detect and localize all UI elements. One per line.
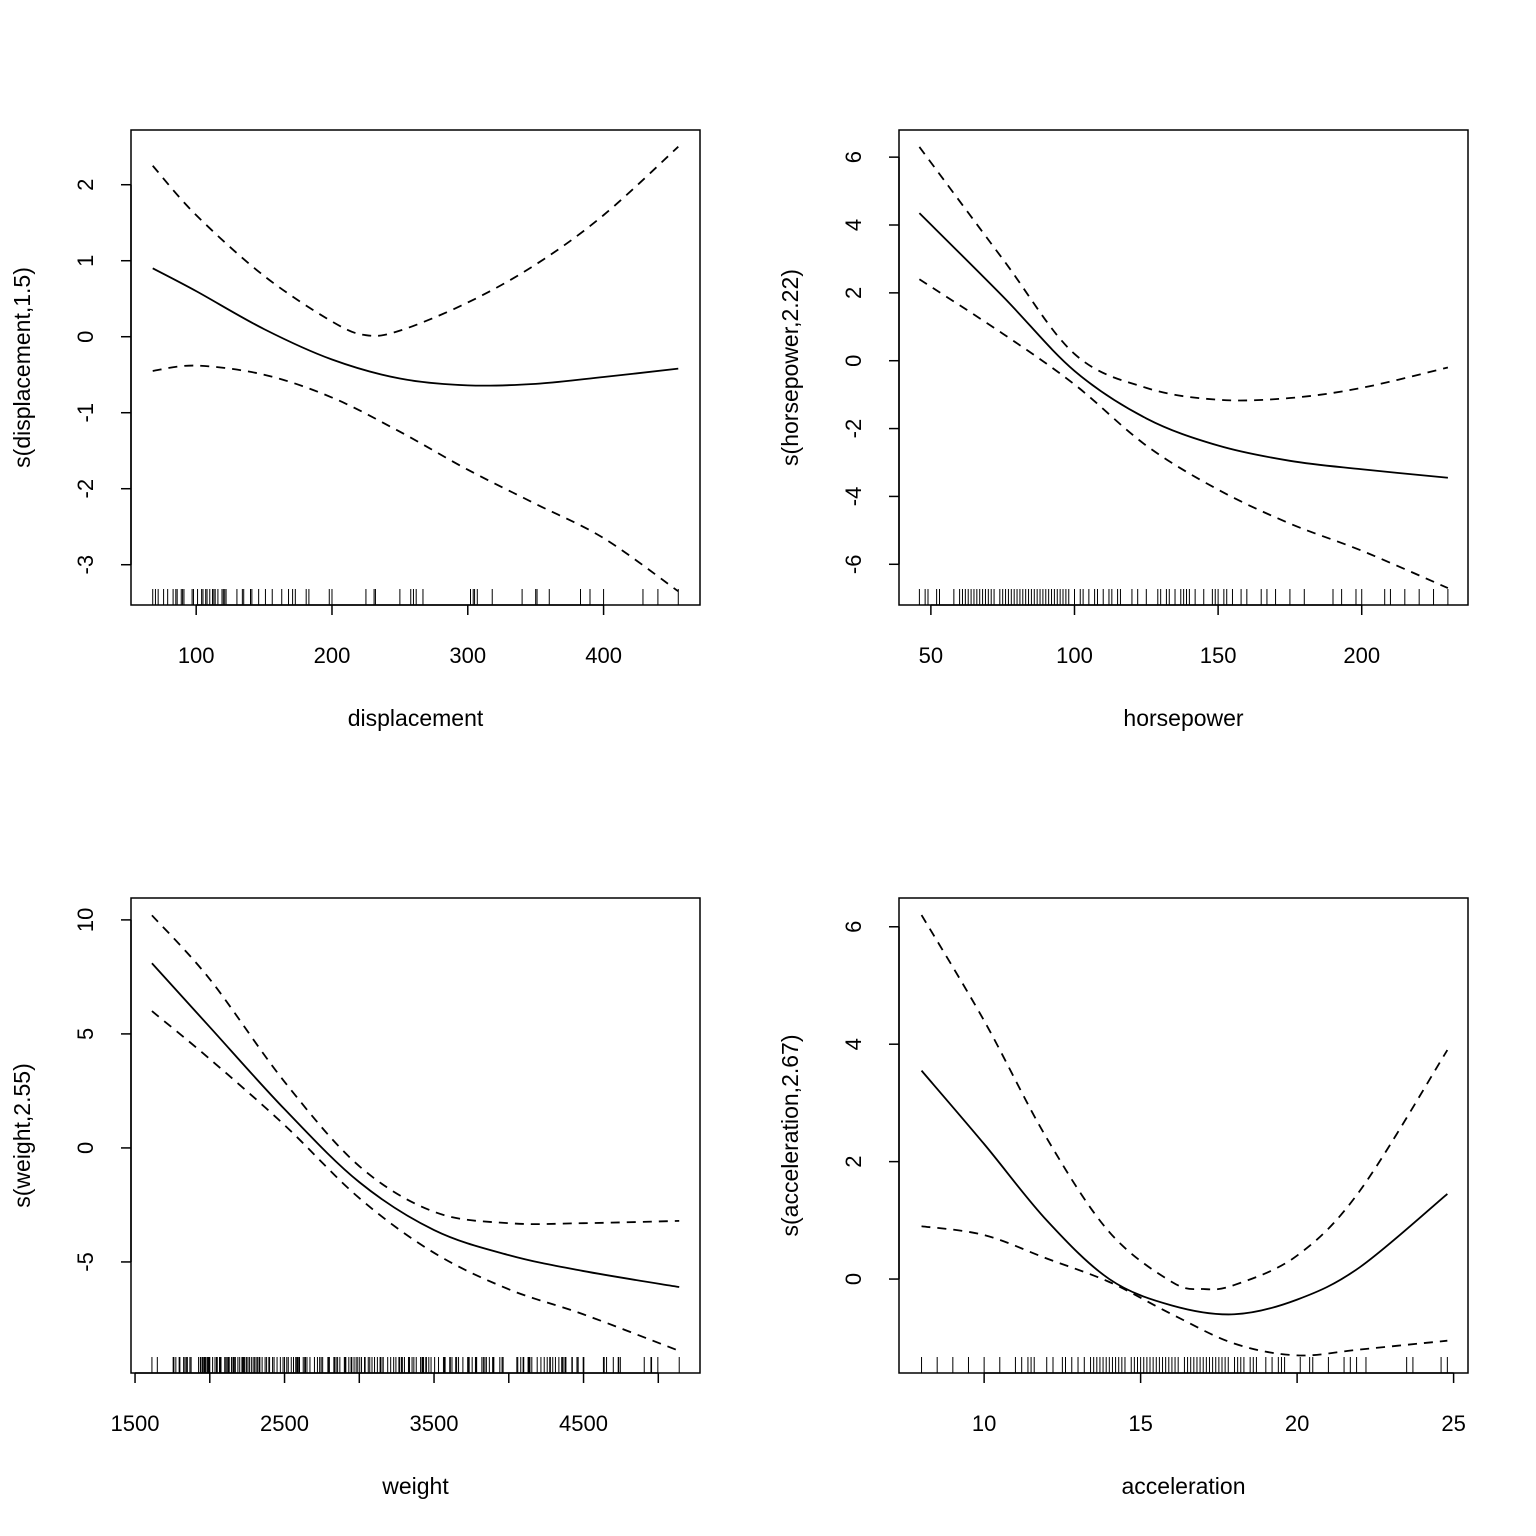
lower-confidence-band — [151, 1010, 680, 1352]
y-tick-label: 6 — [841, 921, 866, 933]
y-tick-label: 2 — [841, 287, 866, 299]
smooth-fit-line — [918, 212, 1448, 479]
rug — [151, 1357, 680, 1373]
x-tick-label: 3500 — [410, 1411, 459, 1436]
x-axis-label: acceleration — [1121, 1473, 1245, 1499]
x-tick-label: 10 — [972, 1411, 996, 1436]
y-tick-label: -2 — [73, 479, 98, 499]
x-tick-label: 2500 — [260, 1411, 309, 1436]
y-tick-label: 10 — [73, 908, 98, 932]
upper-confidence-band — [918, 146, 1449, 402]
smooth-fit-line — [920, 1070, 1448, 1316]
y-axis-label: s(horsepower,2.22) — [777, 269, 803, 466]
y-axis-label: s(acceleration,2.67) — [777, 1035, 803, 1237]
x-tick-label: 15 — [1128, 1411, 1152, 1436]
x-axis-label: displacement — [348, 705, 484, 731]
y-tick-label: 0 — [841, 355, 866, 367]
y-tick-label: -5 — [73, 1252, 98, 1272]
y-tick-label: -1 — [73, 403, 98, 423]
x-axis-label: weight — [381, 1473, 449, 1499]
smooth-fit-line — [151, 962, 680, 1288]
lower-confidence-band — [921, 1225, 1448, 1357]
x-tick-label: 1500 — [111, 1411, 160, 1436]
y-tick-label: 4 — [841, 1038, 866, 1050]
x-tick-label: 150 — [1200, 643, 1237, 668]
upper-confidence-band — [920, 914, 1449, 1291]
upper-confidence-band — [152, 146, 679, 337]
y-axis-label: s(weight,2.55) — [9, 1063, 35, 1207]
x-tick-label: 4500 — [559, 1411, 608, 1436]
x-tick-label: 20 — [1285, 1411, 1309, 1436]
y-tick-label: 4 — [841, 219, 866, 231]
y-tick-label: 2 — [73, 179, 98, 191]
y-tick-label: 6 — [841, 151, 866, 163]
y-tick-label: 0 — [841, 1273, 866, 1285]
x-tick-label: 200 — [1343, 643, 1380, 668]
y-tick-label: -3 — [73, 555, 98, 575]
rug — [152, 589, 679, 605]
x-tick-label: 100 — [1056, 643, 1093, 668]
y-tick-label: -6 — [841, 555, 866, 575]
y-tick-label: 2 — [841, 1156, 866, 1168]
panel-2: 50 100 150 200 -6 -4 -2 0 2 4 6 horsepower s(horsepo… — [777, 129, 1469, 731]
y-tick-label: 5 — [73, 1028, 98, 1040]
y-tick-label: 0 — [73, 331, 98, 343]
y-tick-label: 1 — [73, 255, 98, 267]
smooth-fit-line — [152, 267, 679, 387]
x-tick-label: 200 — [314, 643, 351, 668]
x-tick-label: 50 — [919, 643, 943, 668]
y-tick-label: -4 — [841, 487, 866, 507]
y-axis-label: s(displacement,1.5) — [9, 267, 35, 468]
x-tick-label: 100 — [178, 643, 215, 668]
y-tick-label: 0 — [73, 1142, 98, 1154]
lower-confidence-band — [918, 278, 1449, 589]
upper-confidence-band — [151, 914, 680, 1226]
x-tick-label: 300 — [449, 643, 486, 668]
x-tick-label: 25 — [1441, 1411, 1465, 1436]
y-tick-label: -2 — [841, 419, 866, 439]
rug — [921, 1357, 1448, 1373]
x-tick-label: 400 — [585, 643, 622, 668]
rug — [918, 589, 1449, 605]
x-axis-label: horsepower — [1123, 705, 1244, 731]
panel-3: 1500 2500 3500 4500 -5 0 5 10 weight s(weight,2.5… — [9, 897, 701, 1499]
panel-1: 100 200 300 400 -3 -2 -1 0 1 2 displacement s(displ… — [9, 129, 701, 731]
lower-confidence-band — [152, 364, 679, 593]
panel-4: 10 15 20 25 0 2 4 6 acceleration s(acceleration,2… — [777, 897, 1469, 1499]
